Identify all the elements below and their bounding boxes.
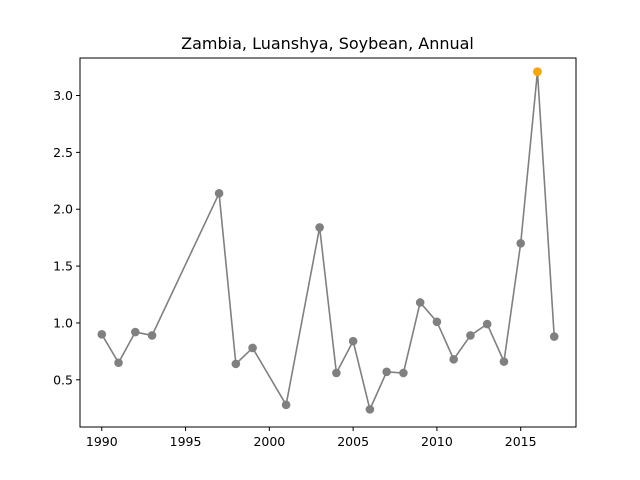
data-point — [399, 368, 408, 378]
data-point — [281, 400, 291, 410]
x-tick-label: 2000 — [253, 434, 285, 449]
y-tick-label: 1.5 — [53, 259, 73, 274]
series-line — [101, 71, 556, 412]
y-tick-label: 1.0 — [53, 315, 73, 330]
data-point — [332, 368, 341, 378]
data-point — [382, 367, 391, 377]
data-point — [415, 298, 425, 307]
data-point — [365, 405, 375, 414]
x-tick-label: 2005 — [337, 434, 369, 449]
data-point — [449, 355, 458, 364]
y-tick-label: 0.5 — [53, 372, 73, 387]
data-point — [466, 331, 475, 340]
x-axis: 1990 1995 2000 2005 2010 2015 — [86, 427, 537, 449]
y-tick-label: 3.0 — [53, 88, 73, 103]
x-tick-label: 2010 — [421, 434, 453, 449]
data-point — [248, 343, 257, 353]
axes-frame — [79, 57, 577, 428]
data-point — [482, 319, 492, 329]
data-point — [516, 239, 526, 248]
data-point — [315, 223, 324, 232]
plot-area — [97, 67, 559, 414]
data-point — [348, 336, 358, 346]
data-point — [114, 358, 123, 368]
highlight-point — [533, 67, 542, 76]
data-point — [549, 332, 559, 341]
data-point — [97, 330, 107, 339]
chart-title: Zambia, Luanshya, Soybean, Annual — [181, 34, 474, 53]
x-tick-label: 1990 — [86, 434, 118, 449]
data-point — [499, 357, 509, 366]
data-point — [432, 317, 442, 327]
y-tick-label: 2.0 — [53, 202, 73, 217]
data-point — [130, 327, 140, 337]
y-tick-label: 2.5 — [53, 145, 73, 160]
data-point — [231, 359, 241, 369]
data-point — [214, 189, 224, 198]
x-tick-label: 1995 — [170, 434, 202, 449]
y-axis: 0.5 1.0 1.5 2.0 2.5 3.0 — [53, 88, 80, 387]
x-tick-label: 2015 — [505, 434, 537, 449]
data-point — [147, 331, 157, 340]
